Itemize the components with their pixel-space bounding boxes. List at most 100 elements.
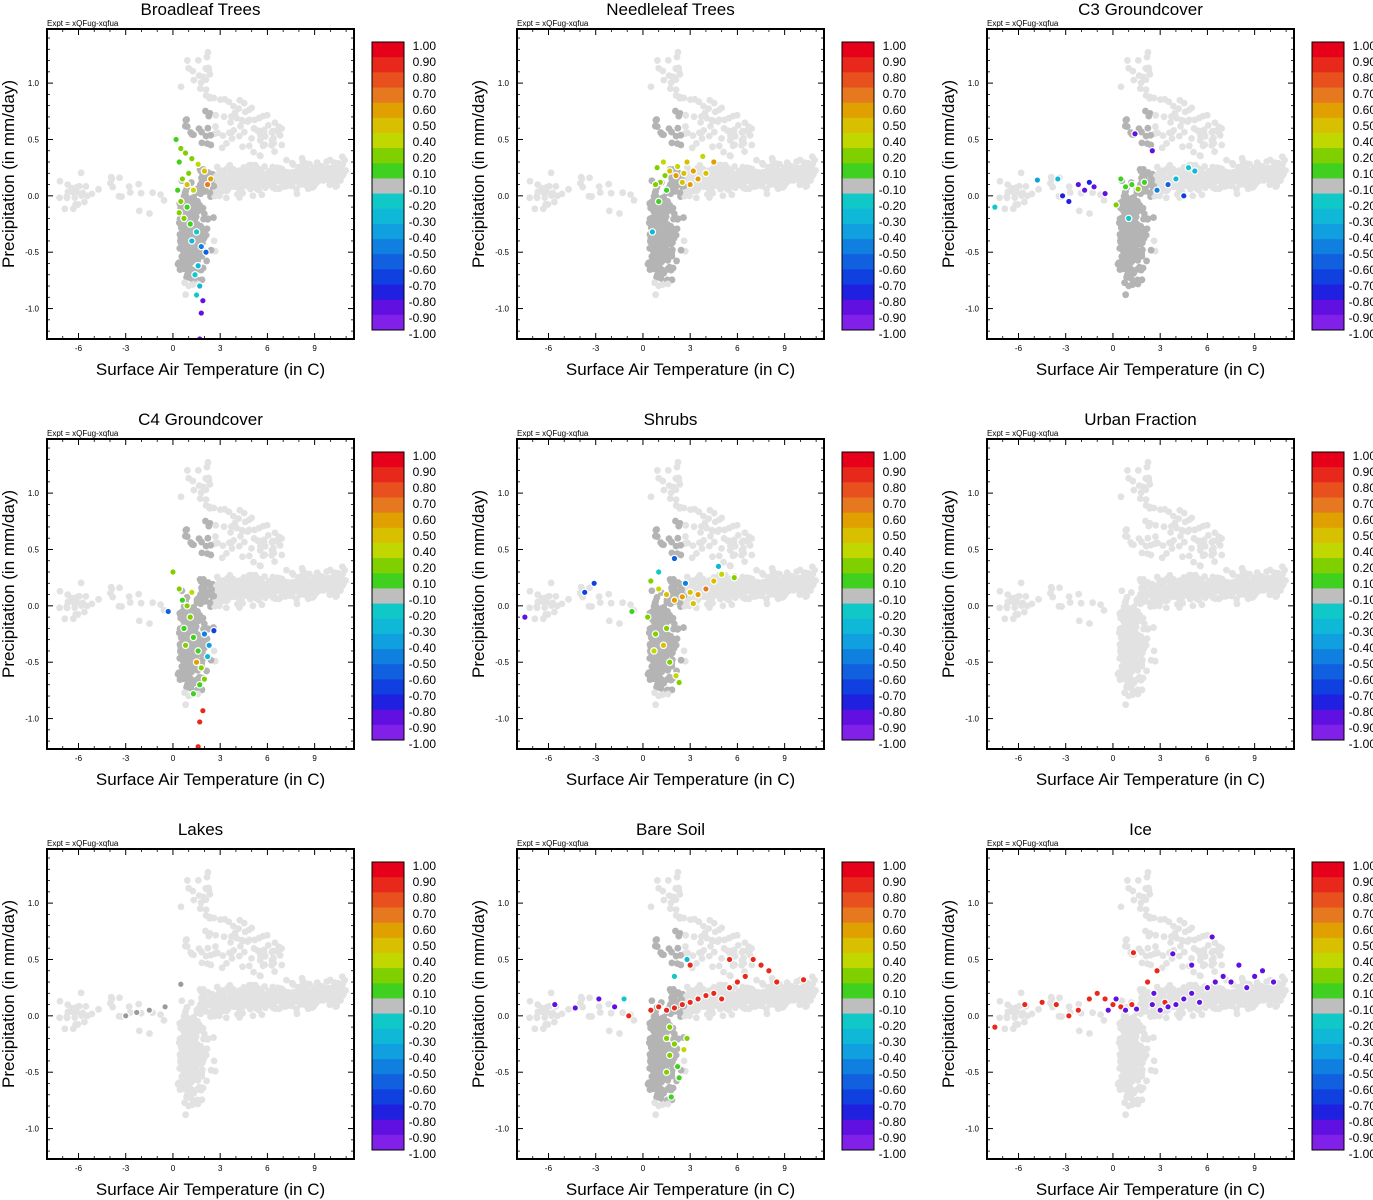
plot-frame: [46, 438, 355, 750]
background-point: [729, 112, 737, 120]
background-point: [763, 600, 771, 608]
colorbar-label: -0.20: [879, 199, 907, 213]
data-point: [709, 158, 718, 166]
background-point: [682, 111, 690, 119]
data-point: [181, 641, 190, 650]
background-point: [264, 531, 272, 539]
background-point: [187, 681, 194, 689]
data-point: [203, 180, 212, 189]
data-point: [1148, 146, 1157, 155]
background-point: [1001, 205, 1009, 213]
background-point: [247, 173, 254, 181]
data-point: [1164, 180, 1172, 189]
background-point: [194, 198, 201, 205]
colorbar-swatch: [372, 603, 404, 620]
colorbar-label: 0.20: [413, 561, 437, 575]
x-tick-label: 3: [1158, 344, 1163, 353]
background-point: [180, 244, 188, 252]
colorbar-label: -0.80: [879, 295, 907, 309]
background-point: [1140, 210, 1148, 218]
background-point: [653, 116, 661, 123]
colorbar-label: -0.30: [879, 215, 907, 229]
colorbar-label: 0.80: [883, 71, 907, 85]
data-point: [1128, 180, 1136, 189]
background-point: [705, 132, 713, 140]
background-point: [82, 182, 90, 190]
background-point: [135, 617, 143, 625]
background-point: [658, 604, 666, 612]
background-point: [248, 544, 255, 552]
background-point: [1211, 148, 1218, 156]
background-point: [1201, 141, 1209, 149]
background-point: [720, 148, 727, 156]
background-point: [78, 192, 85, 199]
background-point: [69, 615, 77, 623]
background-point: [219, 542, 227, 550]
background-point: [1150, 214, 1157, 221]
colorbar-frame: [371, 41, 405, 331]
data-point: [1054, 175, 1062, 183]
background-point: [1133, 255, 1141, 263]
background-point: [657, 681, 664, 689]
background-point: [1023, 192, 1031, 200]
background-point: [654, 666, 662, 674]
background-point: [682, 123, 689, 130]
background-point: [203, 550, 211, 558]
expt-label: Expt = xQFug-xqfua: [47, 19, 119, 28]
y-tick-label: -1.0: [25, 305, 39, 314]
background-point: [256, 546, 264, 554]
data-point: [194, 647, 202, 655]
colorbar-label: -0.30: [1349, 215, 1373, 229]
background-point: [1247, 173, 1255, 181]
background-point: [241, 518, 249, 526]
background-point: [248, 514, 256, 522]
background-point: [731, 141, 739, 149]
background-point: [220, 113, 228, 121]
background-point: [297, 574, 305, 582]
background-point: [777, 173, 785, 181]
background-point: [83, 602, 91, 610]
background-point: [227, 528, 234, 536]
background-point: [1196, 136, 1204, 144]
background-point: [1158, 144, 1166, 152]
y-tick-label: -1.0: [965, 305, 979, 314]
background-point: [715, 116, 723, 124]
data-point: [1117, 175, 1125, 183]
colorbar-swatch: [372, 42, 404, 58]
background-point: [235, 170, 243, 178]
colorbar-label: 0.10: [413, 577, 437, 591]
colorbar-swatch: [372, 193, 404, 210]
background-point: [195, 72, 203, 80]
background-point: [647, 83, 655, 91]
background-point: [1278, 153, 1286, 161]
background-point: [1144, 124, 1152, 132]
x-tick-label: -6: [75, 754, 83, 763]
background-point: [116, 174, 123, 182]
background-point: [239, 527, 247, 535]
background-point: [332, 183, 340, 191]
x-tick-label: -3: [1062, 344, 1070, 353]
background-point: [539, 205, 547, 213]
data-point: [189, 689, 198, 698]
background-point: [181, 189, 189, 197]
x-tick-label: -6: [545, 344, 553, 353]
data-point: [191, 270, 199, 279]
background-point: [206, 189, 214, 197]
background-point: [607, 189, 615, 197]
background-point: [183, 467, 191, 474]
background-point: [693, 139, 700, 147]
background-point: [672, 132, 680, 140]
colorbar-label: 0.60: [413, 103, 437, 117]
background-point: [271, 558, 278, 566]
background-point: [202, 496, 210, 503]
background-point: [1120, 244, 1128, 252]
background-point: [235, 132, 243, 140]
background-point: [149, 189, 157, 197]
colorbar-label: -0.90: [409, 721, 437, 735]
background-point: [211, 598, 219, 606]
background-point: [650, 244, 658, 252]
background-point: [338, 153, 346, 161]
background-point: [1014, 201, 1022, 208]
colorbar-label: -0.30: [409, 215, 437, 229]
background-point: [286, 583, 293, 591]
